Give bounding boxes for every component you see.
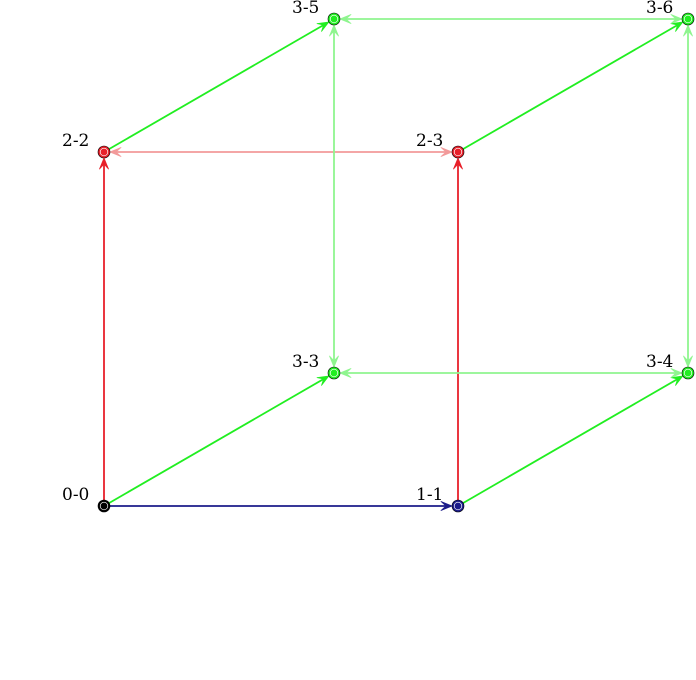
arrowhead-icon (683, 24, 693, 37)
node-3-4 (681, 366, 695, 380)
node-label-2-3: 2-3 (416, 131, 443, 151)
arrowhead-icon (670, 21, 684, 32)
node-ring (329, 14, 339, 24)
node-2-2 (97, 145, 111, 159)
edge-n33-n35 (329, 24, 339, 368)
node-circle (681, 366, 695, 380)
node-3-6 (681, 12, 695, 26)
node-label-2-2: 2-2 (62, 131, 89, 151)
edge-n35-n36 (339, 14, 683, 24)
edge-line (103, 377, 325, 507)
edge-n23-n36 (457, 21, 684, 153)
node-0-0 (97, 499, 111, 513)
node-label-3-5: 3-5 (292, 0, 319, 18)
edge-n00-n33 (103, 375, 330, 507)
arrowhead-icon (440, 501, 453, 511)
edge-n34-n36 (683, 24, 693, 368)
node-circle (327, 366, 341, 380)
node-circle (451, 499, 465, 513)
node-ring (99, 147, 109, 157)
arrowhead-icon (329, 355, 339, 368)
node-ring (453, 147, 463, 157)
node-label-3-3: 3-3 (292, 352, 319, 372)
node-3-5 (327, 12, 341, 26)
node-label-1-1: 1-1 (416, 485, 443, 505)
node-label-0-0: 0-0 (62, 485, 89, 505)
arrowhead-icon (339, 368, 352, 378)
edge-n33-n34 (339, 368, 683, 378)
arrowhead-icon (453, 157, 463, 170)
arrowhead-icon (670, 368, 683, 378)
arrowhead-icon (329, 24, 339, 37)
edge-n22-n35 (103, 21, 330, 153)
edge-n11-n23 (453, 157, 463, 506)
node-ring (683, 368, 693, 378)
node-ring (683, 14, 693, 24)
node-circle (97, 499, 111, 513)
node-1-1 (451, 499, 465, 513)
node-2-3 (451, 145, 465, 159)
arrowhead-icon (670, 375, 684, 386)
node-ring (329, 368, 339, 378)
edge-line (457, 23, 679, 153)
edges-layer (99, 14, 693, 511)
arrowhead-icon (339, 14, 352, 24)
arrowhead-icon (683, 355, 693, 368)
arrowhead-icon (316, 21, 330, 32)
node-ring (453, 501, 463, 511)
node-circle (97, 145, 111, 159)
arrowhead-icon (670, 14, 683, 24)
node-ring (99, 501, 109, 511)
edge-n22-n23 (109, 147, 453, 157)
labels-layer: 0-0 1-1 2-2 2-3 3-3 3-4 3-5 3-6 (62, 0, 673, 505)
arrowhead-icon (440, 147, 453, 157)
edge-line (103, 23, 325, 153)
arrowhead-icon (99, 157, 109, 170)
nodes-layer (97, 12, 695, 513)
node-circle (681, 12, 695, 26)
node-circle (327, 12, 341, 26)
edge-n00-n22 (99, 157, 109, 506)
node-label-3-6: 3-6 (646, 0, 673, 18)
edge-line (457, 377, 679, 507)
arrowhead-icon (109, 147, 122, 157)
node-3-3 (327, 366, 341, 380)
node-label-3-4: 3-4 (646, 352, 673, 372)
node-circle (451, 145, 465, 159)
edge-n00-n11 (104, 501, 453, 511)
edge-n11-n34 (457, 375, 684, 507)
arrowhead-icon (316, 375, 330, 386)
